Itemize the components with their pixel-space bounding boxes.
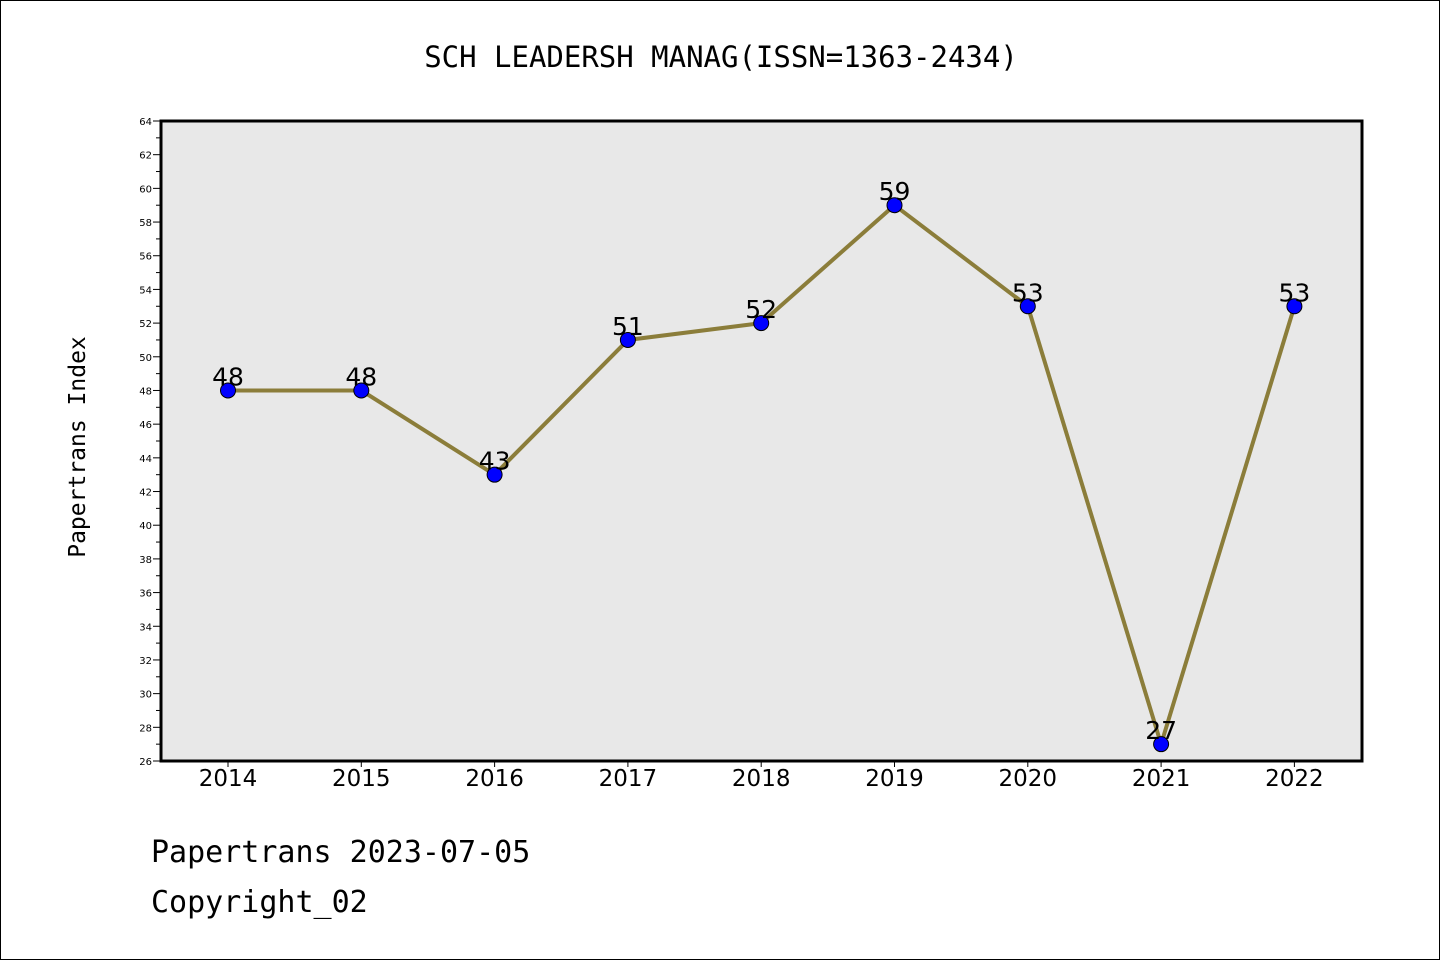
data-point <box>1153 736 1170 753</box>
x-tick-label: 2016 <box>465 766 524 792</box>
x-axis: 2014 2015 2016 2017 2018 2019 2020 2021 2022 <box>199 761 1324 792</box>
footer-date: Papertrans 2023-07-05 <box>151 835 531 870</box>
data-label: 51 <box>612 312 644 341</box>
x-tick-label: 2022 <box>1265 766 1324 792</box>
data-point <box>353 382 370 399</box>
y-tick-label: 62 <box>139 151 152 162</box>
y-tick-label: 42 <box>139 488 152 499</box>
data-label: 43 <box>479 447 511 476</box>
x-tick-label: 2014 <box>199 766 258 792</box>
data-point <box>886 197 903 214</box>
data-label: 48 <box>345 362 377 391</box>
x-tick-label: 2021 <box>1132 766 1191 792</box>
chart-title: SCH LEADERSH MANAG(ISSN=1363-2434) <box>424 40 1018 74</box>
y-tick-label: 34 <box>139 622 152 633</box>
footer-copyright: Copyright_02 <box>151 885 368 920</box>
data-label: 53 <box>1012 278 1044 307</box>
y-tick-label: 38 <box>139 555 152 566</box>
x-tick-label: 2019 <box>865 766 924 792</box>
data-point <box>1019 298 1036 315</box>
y-tick-label: 52 <box>139 319 152 330</box>
x-tick-label: 2018 <box>732 766 791 792</box>
series <box>220 197 1303 753</box>
y-tick-label: 36 <box>139 589 152 600</box>
y-tick-label: 54 <box>139 285 152 296</box>
data-label: 48 <box>212 362 244 391</box>
y-tick-label: 40 <box>139 521 152 532</box>
data-label: 52 <box>745 295 777 324</box>
data-label: 53 <box>1278 278 1310 307</box>
y-tick-label: 64 <box>139 117 152 128</box>
y-axis-label: Papertrans Index <box>65 336 91 558</box>
y-tick-label: 44 <box>139 454 152 465</box>
data-label: 59 <box>879 177 911 206</box>
data-point <box>619 331 636 348</box>
y-axis: 26 28 30 32 34 36 38 40 42 44 46 48 50 52 54 56 58 60 62 64 <box>139 117 161 768</box>
y-tick-label: 58 <box>139 218 152 229</box>
x-tick-label: 2020 <box>999 766 1058 792</box>
data-point <box>753 315 770 332</box>
y-tick-label: 26 <box>139 757 152 768</box>
plot-area <box>159 119 1364 763</box>
y-tick-label: 32 <box>139 656 152 667</box>
y-tick-label: 30 <box>139 690 152 701</box>
y-tick-label: 48 <box>139 386 152 397</box>
data-point <box>220 382 236 399</box>
y-tick-label: 46 <box>139 420 152 431</box>
y-tick-label: 60 <box>139 184 152 195</box>
y-tick-label: 28 <box>139 723 152 734</box>
data-labels: 48 48 43 51 52 59 53 27 53 <box>212 177 1310 745</box>
x-tick-label: 2015 <box>332 766 391 792</box>
x-tick-label: 2017 <box>599 766 658 792</box>
data-point <box>1286 298 1303 315</box>
data-label: 27 <box>1145 716 1177 745</box>
data-point <box>486 466 503 483</box>
y-tick-label: 56 <box>139 252 152 263</box>
y-tick-label: 50 <box>139 353 152 364</box>
